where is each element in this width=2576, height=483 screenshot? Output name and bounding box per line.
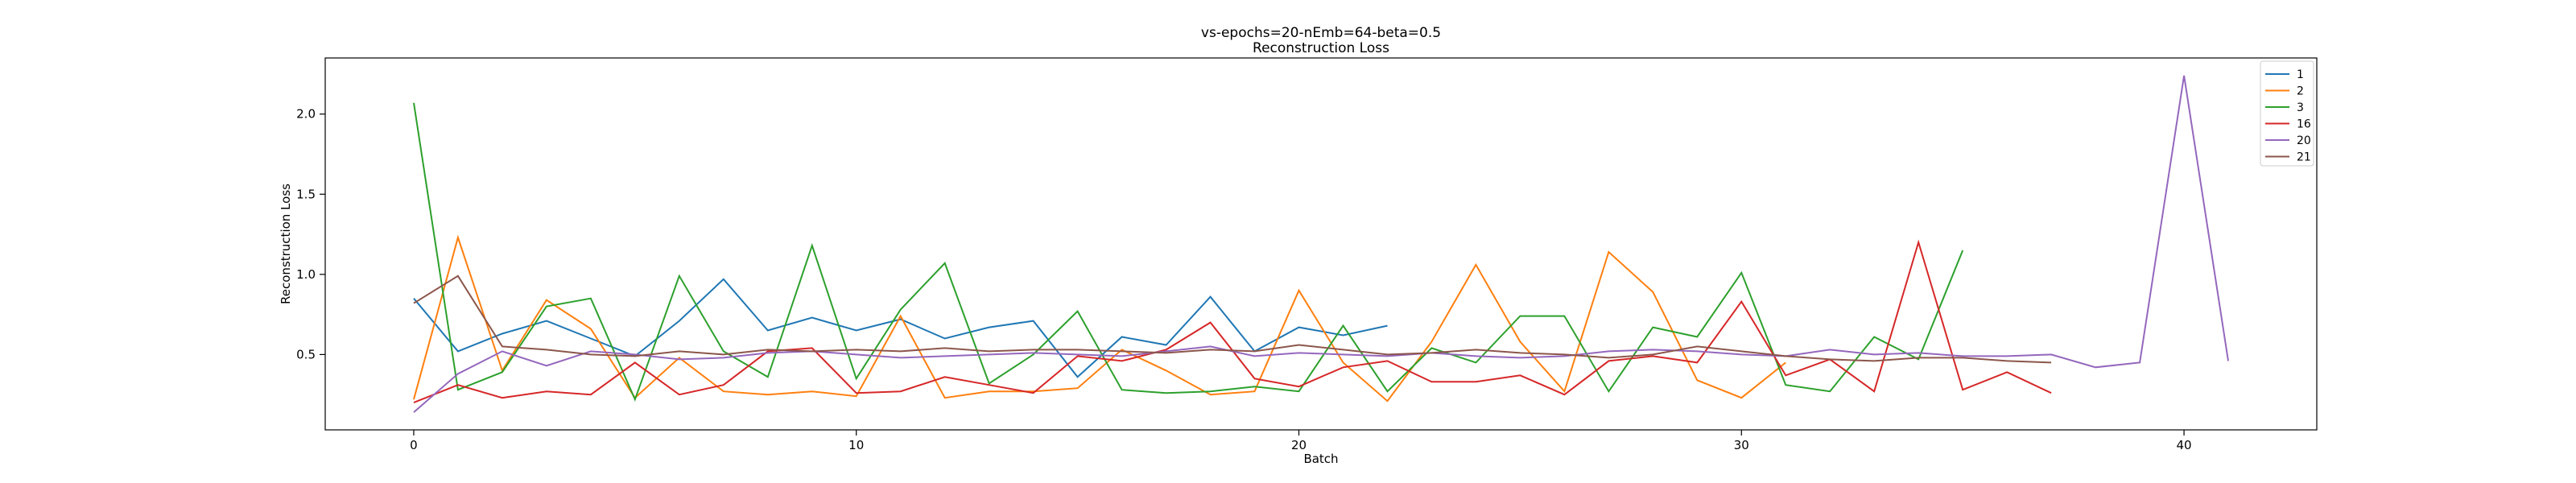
x-tick-label: 40 — [2177, 438, 2192, 452]
legend-label: 1 — [2297, 68, 2304, 81]
legend: 1 2 3 16 20 21 — [2260, 60, 2314, 167]
x-axis-label: Batch — [1303, 452, 1338, 466]
series-lines — [413, 75, 2229, 413]
plot-area — [324, 57, 2318, 431]
x-tick-label: 30 — [1734, 438, 1749, 452]
y-tick-label: 2.0 — [296, 107, 316, 122]
y-tick-label: 1.5 — [296, 187, 316, 201]
series-line-1 — [413, 278, 1388, 378]
y-tick-label: 0.5 — [296, 347, 316, 361]
y-tick-label: 1.0 — [296, 267, 316, 282]
x-tick-label: 0 — [410, 438, 418, 452]
series-line-20 — [413, 75, 2229, 413]
series-line-3 — [413, 102, 1964, 402]
legend-label: 2 — [2297, 85, 2304, 98]
chart-subtitle: Reconstruction Loss — [1253, 40, 1389, 56]
series-line-2 — [413, 234, 1786, 402]
y-axis: 0.5 1.0 1.5 2.0 — [296, 107, 325, 361]
chart-title: vs-epochs=20-nEmb=64-beta=0.5 — [1201, 25, 1441, 41]
series-line-21 — [413, 275, 2052, 364]
x-tick-label: 10 — [848, 438, 864, 452]
legend-label: 21 — [2297, 151, 2311, 164]
x-axis: 0 10 20 30 40 — [410, 430, 2192, 452]
legend-box — [2260, 60, 2314, 167]
legend-label: 20 — [2297, 134, 2311, 147]
legend-label: 16 — [2297, 118, 2311, 131]
y-axis-label: Reconstruction Loss — [279, 184, 293, 304]
x-tick-label: 20 — [1291, 438, 1307, 452]
legend-label: 3 — [2297, 101, 2304, 114]
